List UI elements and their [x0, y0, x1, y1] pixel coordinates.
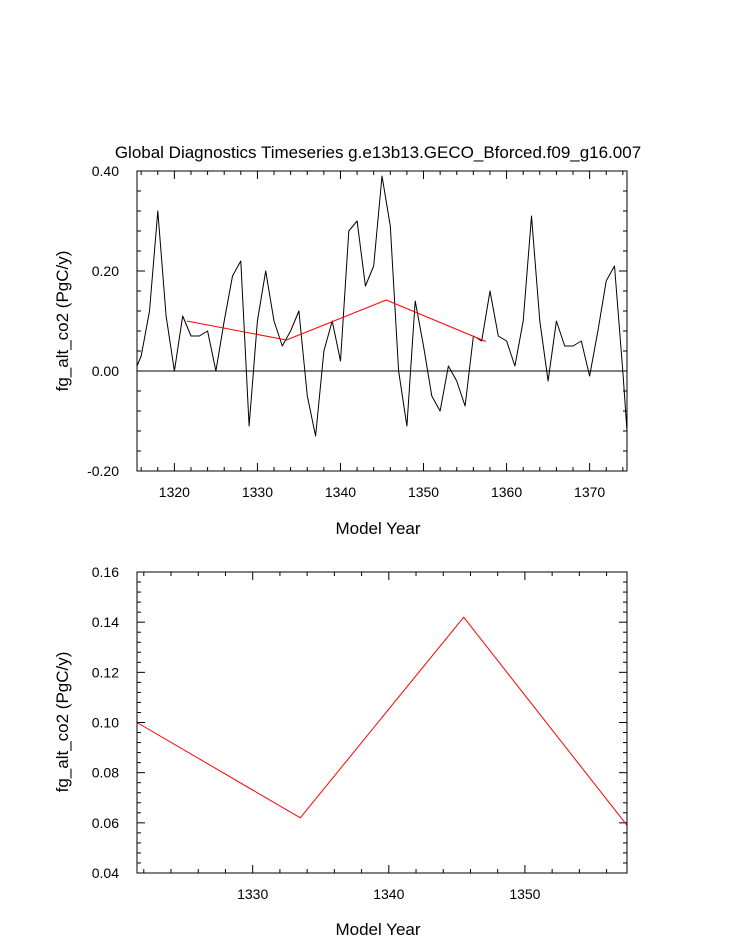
plot-frame-top [136, 170, 628, 472]
x-tick-label: 1320 [159, 484, 190, 500]
plot-area-bottom [136, 616, 628, 826]
x-axis-label: Model Year [335, 519, 420, 538]
chart-panel-top: Global Diagnostics Timeseries g.e13b13.G… [53, 143, 641, 538]
y-tick-label: 0.00 [92, 363, 119, 379]
x-tick-label: 1330 [242, 484, 273, 500]
x-tick-label: 1350 [408, 484, 439, 500]
x-axis-label: Model Year [335, 920, 420, 939]
y-tick-label: 0.10 [92, 715, 119, 731]
series-line-annual [136, 175, 628, 437]
plot-area-top [136, 175, 628, 437]
x-tick-label: 1350 [509, 886, 540, 902]
y-tick-label: 0.04 [92, 865, 119, 881]
y-axis-label: fg_alt_co2 (PgC/y) [53, 251, 72, 392]
x-tick-label: 1340 [325, 484, 356, 500]
x-tick-label: 1360 [491, 484, 522, 500]
chart-title: Global Diagnostics Timeseries g.e13b13.G… [115, 143, 641, 162]
y-tick-label: 0.16 [92, 564, 119, 580]
y-axis-label: fg_alt_co2 (PgC/y) [53, 652, 72, 793]
plot-frame-bottom [136, 571, 628, 874]
axis-ticks-bottom: 1330 1340 1350 0.04 0.06 0.08 0.10 0.12 0.14 0.16 [92, 564, 627, 902]
y-tick-label: 0.14 [92, 614, 119, 630]
y-tick-label: 0.06 [92, 815, 119, 831]
y-tick-label: 0.08 [92, 765, 119, 781]
y-tick-label: 0.20 [92, 263, 119, 279]
x-tick-label: 1370 [574, 484, 605, 500]
y-tick-label: 0.12 [92, 664, 119, 680]
x-tick-label: 1340 [373, 886, 404, 902]
y-tick-label: -0.20 [87, 463, 119, 479]
series-line-decadal-mean [186, 299, 486, 342]
x-tick-label: 1330 [237, 886, 268, 902]
axis-ticks-top: 1320 1330 1340 1350 1360 1370 -0.20 0.00 0.20 0.4… [87, 163, 627, 500]
y-tick-label: 0.40 [92, 163, 119, 179]
series-line-decadal-mean [136, 616, 628, 826]
chart-panel-bottom: 1330 1340 1350 0.04 0.06 0.08 0.10 0.12 0.14 0.16… [53, 564, 628, 939]
